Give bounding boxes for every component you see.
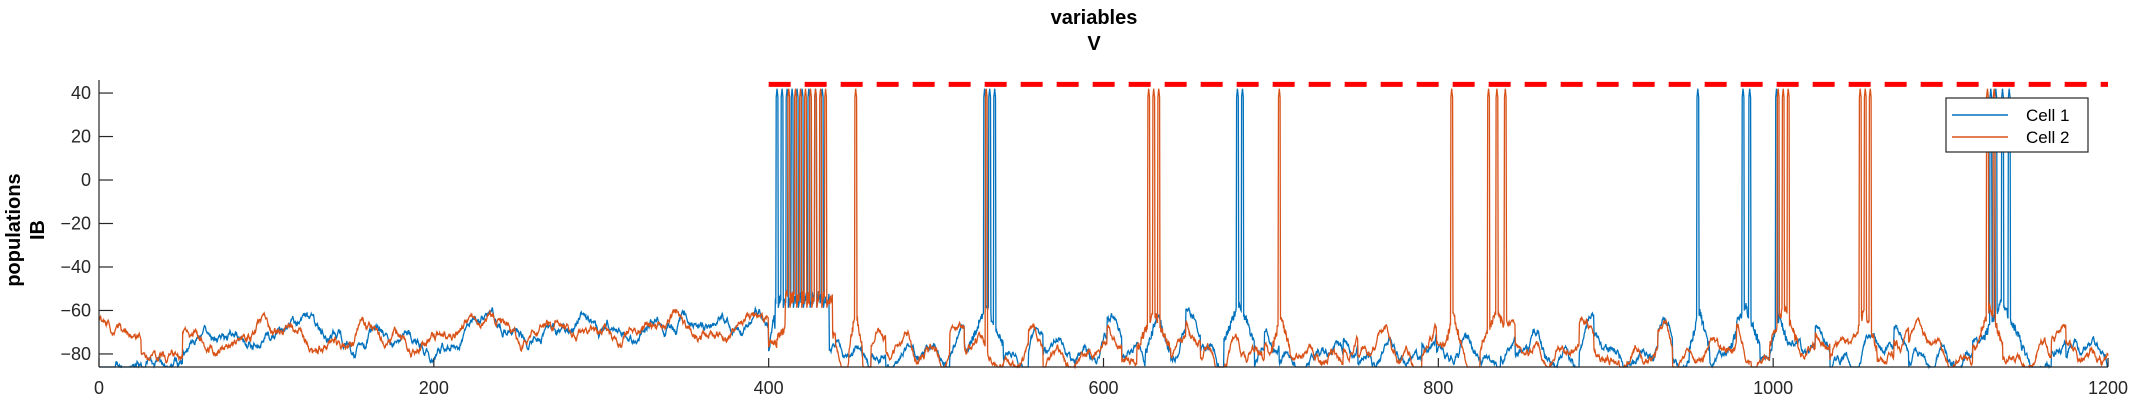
y-tick-label: 0 [81,170,91,190]
y-tick-label: −80 [60,344,91,364]
x-tick-label: 600 [1088,378,1118,398]
title-group: variables V [1051,7,1138,55]
x-tick-label: 400 [754,378,784,398]
y-tick-label: −40 [60,257,91,277]
legend-label-cell-2: Cell 2 [2026,128,2069,147]
ylabel-group: populations IB [3,173,49,286]
legend-box [1945,97,2089,153]
legend-label-cell-1: Cell 1 [2026,106,2069,125]
x-tick-label: 200 [419,378,449,398]
chart-title-line-2: V [1087,33,1101,55]
legend: Cell 1 Cell 2 [1945,97,2089,153]
x-tick-label: 1000 [1753,378,1793,398]
y-axis-label-line-1: populations [3,173,25,286]
x-tick-label: 1200 [2088,378,2128,398]
y-tick-label: −60 [60,300,91,320]
y-axis-label-line-2: IB [27,220,49,240]
y-tick-label: −20 [60,214,91,234]
y-tick-label: 40 [71,83,91,103]
series-line-cell-2 [98,88,2109,370]
series-line-cell-1 [99,88,2109,370]
x-tick-label: 800 [1423,378,1453,398]
y-tick-label: 20 [71,127,91,147]
x-tick-label: 0 [94,378,104,398]
plot-area [98,81,2109,370]
chart-title-line-1: variables [1051,7,1138,29]
